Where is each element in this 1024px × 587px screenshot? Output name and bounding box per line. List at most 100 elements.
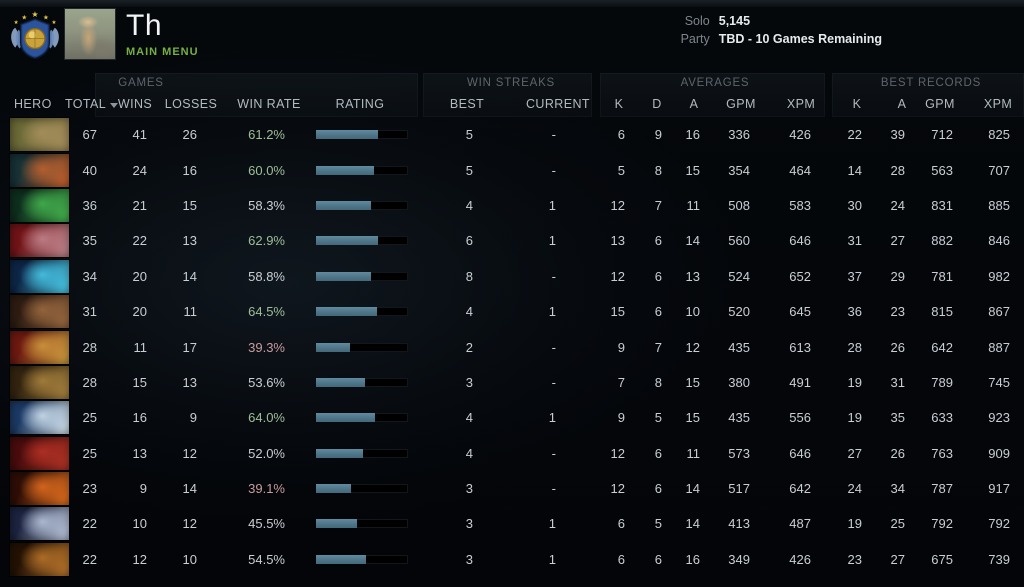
best-kills-cell: 36 bbox=[847, 304, 862, 320]
avg-gpm-cell: 517 bbox=[728, 481, 750, 497]
losses-cell: 26 bbox=[182, 127, 197, 143]
best-gpm-cell: 831 bbox=[931, 197, 953, 213]
total-games-cell: 31 bbox=[82, 304, 97, 320]
best-assists-cell: 25 bbox=[890, 516, 905, 532]
column-header-win-rate[interactable]: WIN RATE bbox=[237, 97, 301, 111]
rating-bar bbox=[316, 200, 408, 210]
avg-xpm-cell: 491 bbox=[789, 374, 811, 390]
column-header-avg-deaths[interactable]: D bbox=[652, 97, 662, 111]
column-header-best-xpm[interactable]: XPM bbox=[983, 97, 1013, 111]
current-streak-cell: - bbox=[551, 339, 556, 355]
best-gpm-cell: 787 bbox=[931, 481, 953, 497]
column-header-total[interactable]: TOTAL bbox=[65, 95, 119, 113]
hero-row[interactable]: 67 41 26 61.2% 5 - 6 9 16 336 426 22 39 … bbox=[0, 117, 1024, 152]
column-header-avg-gpm[interactable]: GPM bbox=[726, 97, 756, 111]
avg-xpm-cell: 426 bbox=[789, 127, 811, 143]
total-games-cell: 28 bbox=[82, 339, 97, 355]
total-games-cell: 25 bbox=[82, 410, 97, 426]
column-header-best-assists[interactable]: A bbox=[897, 97, 907, 111]
svg-text:★: ★ bbox=[31, 10, 38, 19]
avg-xpm-cell: 652 bbox=[789, 268, 811, 284]
wins-cell: 13 bbox=[132, 445, 147, 461]
best-streak-cell: 5 bbox=[465, 162, 473, 178]
group-label-games: GAMES bbox=[118, 77, 164, 89]
hero-row[interactable]: 40 24 16 60.0% 5 - 5 8 15 354 464 14 28 … bbox=[0, 152, 1024, 187]
column-header-avg-xpm[interactable]: XPM bbox=[786, 97, 816, 111]
column-header-avg-kills[interactable]: K bbox=[614, 97, 624, 111]
rating-bar-fill bbox=[316, 484, 351, 494]
best-xpm-cell: 982 bbox=[988, 268, 1010, 284]
best-assists-cell: 23 bbox=[890, 304, 905, 320]
wins-cell: 20 bbox=[132, 304, 147, 320]
best-xpm-cell: 846 bbox=[988, 233, 1010, 249]
hero-row[interactable]: 28 11 17 39.3% 2 - 9 7 12 435 613 28 26 … bbox=[0, 329, 1024, 364]
best-kills-cell: 30 bbox=[847, 197, 862, 213]
best-xpm-cell: 825 bbox=[988, 127, 1010, 143]
column-header-rating[interactable]: RATING bbox=[335, 97, 385, 111]
group-label-best-records: BEST RECORDS bbox=[880, 77, 982, 89]
best-xpm-cell: 707 bbox=[988, 162, 1010, 178]
rating-bar bbox=[316, 413, 408, 423]
column-header-avg-assists[interactable]: A bbox=[689, 97, 699, 111]
hero-row[interactable]: 25 16 9 64.0% 4 1 9 5 15 435 556 19 35 6… bbox=[0, 400, 1024, 435]
avg-xpm-cell: 426 bbox=[789, 551, 811, 567]
avg-assists-cell: 13 bbox=[685, 268, 700, 284]
best-kills-cell: 23 bbox=[847, 551, 862, 567]
avg-gpm-cell: 349 bbox=[728, 551, 750, 567]
avg-xpm-cell: 556 bbox=[789, 410, 811, 426]
current-streak-cell: 1 bbox=[548, 197, 556, 213]
avg-deaths-cell: 9 bbox=[654, 127, 662, 143]
avg-assists-cell: 11 bbox=[686, 445, 701, 461]
hero-portrait-icon bbox=[10, 224, 69, 258]
hero-row[interactable]: 23 9 14 39.1% 3 - 12 6 14 517 642 24 34 … bbox=[0, 471, 1024, 506]
hero-row[interactable]: 31 20 11 64.5% 4 1 15 6 10 520 645 36 23… bbox=[0, 294, 1024, 329]
profile-avatar[interactable] bbox=[64, 8, 116, 60]
rating-bar-fill bbox=[316, 413, 375, 423]
best-kills-cell: 19 bbox=[847, 516, 862, 532]
best-xpm-cell: 917 bbox=[988, 481, 1010, 497]
column-header-current-streak[interactable]: CURRENT bbox=[526, 97, 590, 111]
avg-assists-cell: 15 bbox=[685, 410, 700, 426]
hero-row[interactable]: 22 12 10 54.5% 3 1 6 6 16 349 426 23 27 … bbox=[0, 542, 1024, 577]
column-header-best-streak[interactable]: BEST bbox=[449, 97, 485, 111]
svg-text:★: ★ bbox=[21, 15, 27, 22]
column-header-wins[interactable]: WINS bbox=[117, 97, 153, 111]
avg-gpm-cell: 520 bbox=[728, 304, 750, 320]
hero-row[interactable]: 36 21 15 58.3% 4 1 12 7 11 508 583 30 24… bbox=[0, 188, 1024, 223]
hero-portrait-icon bbox=[10, 118, 69, 152]
best-records-header-panel bbox=[832, 73, 1024, 117]
column-header-best-gpm[interactable]: GPM bbox=[925, 97, 955, 111]
total-games-cell: 22 bbox=[82, 516, 97, 532]
best-streak-cell: 6 bbox=[465, 233, 473, 249]
best-xpm-cell: 745 bbox=[988, 374, 1010, 390]
win-rate-cell: 54.5% bbox=[248, 551, 285, 567]
avg-gpm-cell: 560 bbox=[728, 233, 750, 249]
best-assists-cell: 28 bbox=[890, 162, 905, 178]
losses-cell: 14 bbox=[182, 268, 197, 284]
avg-kills-cell: 6 bbox=[617, 516, 625, 532]
main-menu-button[interactable]: MAIN MENU bbox=[126, 46, 199, 58]
avg-assists-cell: 16 bbox=[685, 127, 700, 143]
avg-gpm-cell: 435 bbox=[728, 410, 750, 426]
avg-assists-cell: 14 bbox=[685, 233, 700, 249]
avg-gpm-cell: 573 bbox=[728, 445, 750, 461]
win-rate-cell: 60.0% bbox=[248, 162, 285, 178]
party-rank-value: TBD - 10 Games Remaining bbox=[718, 32, 882, 46]
avg-gpm-cell: 413 bbox=[728, 516, 750, 532]
hero-row[interactable]: 22 10 12 45.5% 3 1 6 5 14 413 487 19 25 … bbox=[0, 506, 1024, 541]
total-games-cell: 40 bbox=[82, 162, 97, 178]
best-streak-cell: 4 bbox=[465, 304, 473, 320]
best-assists-cell: 29 bbox=[890, 268, 905, 284]
column-header-losses[interactable]: LOSSES bbox=[164, 97, 218, 111]
column-header-hero[interactable]: HERO bbox=[14, 97, 52, 111]
hero-row[interactable]: 28 15 13 53.6% 3 - 7 8 15 380 491 19 31 … bbox=[0, 365, 1024, 400]
hero-row[interactable]: 34 20 14 58.8% 8 - 12 6 13 524 652 37 29… bbox=[0, 259, 1024, 294]
losses-cell: 13 bbox=[182, 374, 197, 390]
hero-row[interactable]: 25 13 12 52.0% 4 - 12 6 11 573 646 27 26… bbox=[0, 436, 1024, 471]
avg-xpm-cell: 583 bbox=[789, 197, 811, 213]
hero-row[interactable]: 35 22 13 62.9% 6 1 13 6 14 560 646 31 27… bbox=[0, 223, 1024, 258]
avg-xpm-cell: 642 bbox=[789, 481, 811, 497]
column-header-best-kills[interactable]: K bbox=[852, 97, 862, 111]
rating-bar bbox=[316, 236, 408, 246]
